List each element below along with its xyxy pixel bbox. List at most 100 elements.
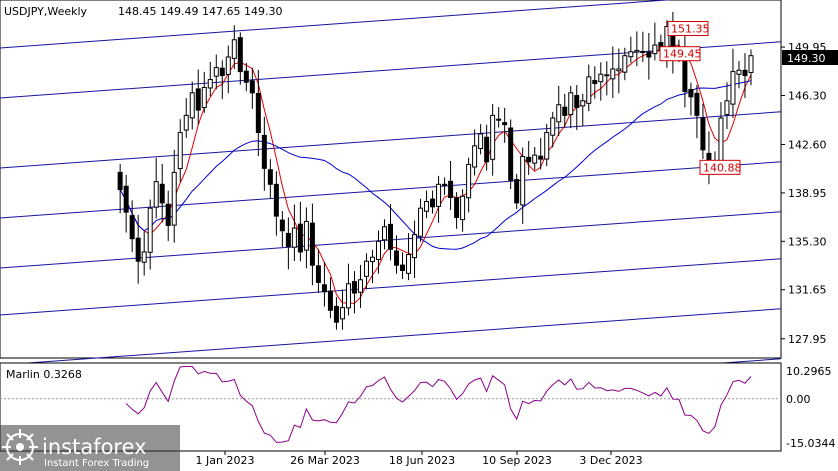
channel-line	[0, 111, 782, 169]
candle-bear	[538, 155, 544, 160]
candle-bear	[273, 183, 279, 217]
candle-bull	[580, 100, 586, 107]
moving-averages	[119, 44, 752, 304]
watermark-brand: instaforex	[42, 435, 147, 459]
candle-bear	[249, 80, 255, 94]
candle-bull	[568, 92, 574, 116]
candle-bear	[646, 51, 652, 58]
price-tick-label: 142.60	[788, 139, 827, 152]
candle-bear	[309, 222, 315, 266]
candle-bear	[159, 183, 165, 204]
candle-bull	[436, 183, 442, 207]
candle-bear	[394, 250, 400, 266]
candle-bear	[315, 265, 321, 283]
oscillator-title: Marlin 0.3268	[6, 368, 82, 381]
oscillator-tick-label: 10.2965	[786, 365, 832, 378]
oscillator-axis: 10.2965 0.00 -15.0344	[786, 365, 835, 450]
candle-bull	[730, 71, 736, 105]
ohlc-header: 148.45 149.49 147.65 149.30	[118, 5, 282, 18]
candle-bull	[382, 226, 388, 241]
candle-bear	[592, 80, 598, 85]
candle-bull	[345, 283, 351, 309]
candle-bear	[237, 37, 243, 73]
candle-bull	[490, 114, 496, 160]
candle-bear	[129, 215, 135, 240]
candle-bear	[243, 70, 249, 83]
candle-bull	[544, 132, 550, 160]
candle-bull	[412, 234, 418, 259]
candle-bear	[742, 69, 748, 77]
candle-bear	[502, 122, 508, 126]
candle-bear	[333, 305, 339, 323]
time-tick-label: 1 Jan 2023	[196, 454, 255, 467]
price-tick-label: 146.30	[788, 89, 827, 102]
candle-bear	[694, 92, 700, 116]
oscillator-tick-label: -15.0344	[786, 437, 835, 450]
candle-bear	[430, 198, 436, 208]
candle-bull	[183, 114, 189, 131]
candle-bull	[177, 132, 183, 170]
candle-bull	[622, 55, 628, 73]
candle-bull	[532, 154, 538, 164]
price-axis: 149.95146.30142.60138.95135.30131.65127.…	[781, 41, 827, 346]
candle-bull	[291, 227, 297, 248]
candle-bear	[640, 51, 646, 54]
watermark-tagline: Instant Forex Trading	[44, 458, 149, 469]
candle-bull	[406, 254, 412, 274]
candle-bull	[556, 104, 562, 123]
annotation-label: 149.45	[663, 48, 702, 61]
candle-bear	[135, 237, 141, 262]
candle-bear	[388, 223, 394, 250]
marlin-line	[125, 366, 752, 443]
candle-bull	[472, 145, 478, 168]
channel-line	[0, 0, 674, 49]
annotation-box	[699, 159, 741, 175]
time-tick-label: 3 Dec 2023	[579, 454, 642, 467]
candle-bull	[610, 68, 616, 80]
price-tick-label: 127.95	[788, 333, 827, 346]
candle-bear	[351, 281, 357, 294]
channel-line	[0, 258, 782, 316]
time-tick-label: 18 Jun 2023	[389, 454, 455, 467]
candle-bear	[255, 92, 261, 134]
candle-bear	[165, 203, 171, 226]
candle-bear	[123, 185, 129, 213]
candle-bull	[369, 256, 375, 263]
candle-bull	[363, 260, 369, 277]
candle-bull	[147, 207, 153, 253]
candle-bear	[117, 171, 123, 191]
slow-ma-line	[119, 80, 752, 250]
price-tick-label: 131.65	[788, 284, 827, 297]
price-tick-label: 138.95	[788, 187, 827, 200]
candle-bear	[562, 106, 568, 116]
candle-bear	[484, 136, 490, 163]
annotation-box	[659, 46, 701, 62]
candle-bull	[303, 220, 309, 251]
candle-bull	[550, 117, 556, 136]
oscillator-tick-label: 0.00	[786, 393, 811, 406]
candle-bull	[736, 69, 742, 75]
candle-bear	[448, 180, 454, 199]
logo-burst-icon	[2, 429, 38, 465]
candle-bull	[478, 133, 484, 149]
candle-bull	[628, 51, 634, 58]
candle-bull	[201, 87, 207, 109]
time-tick-label: 10 Sep 2023	[482, 454, 552, 467]
candle-bull	[598, 73, 604, 83]
price-annotations: 151.35 149.45 140.88	[659, 21, 742, 175]
current-price-tag: 149.30	[787, 52, 826, 65]
time-axis: 1 Jan 2023 26 Mar 2023 18 Jun 2023 10 Sep 2…	[196, 451, 643, 467]
candle-bear	[526, 156, 532, 163]
candle-bull	[586, 76, 592, 104]
candle-bull	[225, 56, 231, 75]
candle-bear	[321, 284, 327, 293]
candle-bull	[375, 240, 381, 260]
time-tick-label: 26 Mar 2023	[290, 454, 360, 467]
fast-ma-line	[119, 44, 752, 304]
candle-bull	[460, 195, 466, 221]
candle-bear	[261, 134, 267, 169]
candle-bull	[189, 92, 195, 119]
annotation-label: 151.35	[671, 23, 710, 36]
candle-bull	[171, 171, 177, 226]
